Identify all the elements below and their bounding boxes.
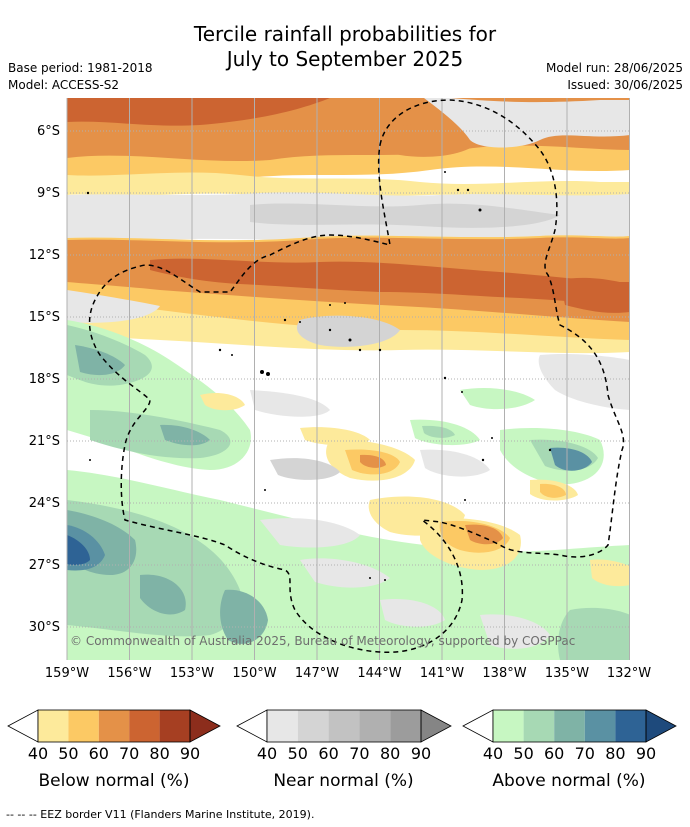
lon-label: 135°W <box>544 666 590 681</box>
probability-field <box>67 98 630 660</box>
colorbar-tick-label: 90 <box>635 744 657 763</box>
colorbar-segment <box>328 710 360 742</box>
model-name: Model: ACCESS-S2 <box>8 78 120 92</box>
colorbar-outline <box>37 709 191 743</box>
colorbar-under-arrow <box>7 709 39 743</box>
colorbar-over-arrow <box>645 709 677 743</box>
colorbar-tick-label: 40 <box>482 744 504 763</box>
colorbar-segment <box>584 710 616 742</box>
colorbar-tick-label: 80 <box>380 744 401 763</box>
lat-label: 18°S <box>28 372 60 387</box>
colorbar-over-arrow <box>420 709 452 743</box>
lon-label: 156°W <box>107 666 152 681</box>
lat-label: 24°S <box>28 496 60 511</box>
colorbar-tick-label: 80 <box>605 744 626 763</box>
legend-title-above: Above normal (%) <box>492 771 646 791</box>
lon-label: 159°W <box>44 666 90 681</box>
eez-border <box>88 99 625 654</box>
colorbar-tick-label: 90 <box>179 744 201 763</box>
meta-left: Base period: 1981-2018 Model: ACCESS-S2 <box>8 60 153 94</box>
colorbar-tick-label: 70 <box>574 744 595 763</box>
lat-label: 15°S <box>28 310 60 325</box>
colorbar-outline <box>492 709 647 743</box>
colorbar-segment <box>159 710 190 742</box>
colorbar-below <box>7 709 221 743</box>
colorbar-tick-label: 40 <box>27 744 49 763</box>
colorbar-segment <box>68 710 99 742</box>
colorbar-tick-label: 40 <box>256 744 278 763</box>
colorbar-near <box>236 709 452 743</box>
islands <box>86 171 552 581</box>
colorbar-tick-label: 50 <box>513 744 534 763</box>
lat-label: 6°S <box>36 124 60 139</box>
colorbar-over-arrow <box>189 709 221 743</box>
colorbar-tick-label: 60 <box>88 744 109 763</box>
colorbar-segment <box>523 710 555 742</box>
lon-label: 150°W <box>232 666 277 681</box>
colorbar-segment <box>297 710 329 742</box>
legend-title-near: Near normal (%) <box>273 771 414 791</box>
colorbar-tick-label: 80 <box>149 744 170 763</box>
colorbar-segment <box>390 710 421 742</box>
eez-footnote: -- -- -- EEZ border V11 (Flanders Marine… <box>6 808 315 821</box>
lat-label: 9°S <box>36 186 60 201</box>
colorbar-above <box>462 709 677 743</box>
colorbar-segment <box>493 710 524 742</box>
colorbar-segment <box>129 710 160 742</box>
lon-label: 147°W <box>294 666 340 681</box>
colorbar-tick-label: 60 <box>318 744 339 763</box>
legend-title-below: Below normal (%) <box>38 771 190 791</box>
colorbar-tick-label: 50 <box>58 744 79 763</box>
lat-label: 30°S <box>28 620 60 635</box>
lon-label: 132°W <box>606 666 652 681</box>
title-line2: July to September 2025 <box>226 47 464 71</box>
colorbar-segment <box>359 710 391 742</box>
colorbar-segment <box>267 710 298 742</box>
lon-label: 144°W <box>357 666 402 681</box>
lon-label: 141°W <box>419 666 465 681</box>
legend-colorbars <box>7 709 677 743</box>
colorbar-tick-label: 70 <box>119 744 140 763</box>
colorbar-tick-label: 60 <box>544 744 565 763</box>
meta-right: Model run: 28/06/2025 Issued: 30/06/2025 <box>546 60 683 94</box>
lon-label: 138°W <box>482 666 527 681</box>
title-line1: Tercile rainfall probabilities for <box>193 22 497 46</box>
lat-label: 21°S <box>28 434 60 449</box>
colorbar-under-arrow <box>236 709 268 743</box>
base-period: Base period: 1981-2018 <box>8 61 153 75</box>
issued-date: Issued: 30/06/2025 <box>567 78 683 92</box>
colorbar-segment <box>554 710 585 742</box>
lat-label: 12°S <box>28 248 60 263</box>
colorbar-outline <box>266 709 422 743</box>
colorbar-tick-label: 50 <box>287 744 308 763</box>
map-title: Tercile rainfall probabilities for July … <box>0 22 690 72</box>
colorbar-tick-label: 90 <box>410 744 432 763</box>
colorbar-tick-label: 70 <box>349 744 370 763</box>
model-run: Model run: 28/06/2025 <box>545 61 683 75</box>
colorbar-segment <box>98 710 130 742</box>
graticule <box>66 98 630 660</box>
colorbar-under-arrow <box>462 709 494 743</box>
colorbar-segment <box>38 710 69 742</box>
lon-label: 153°W <box>169 666 215 681</box>
colorbar-segment <box>615 710 646 742</box>
copyright-notice: © Commonwealth of Australia 2025, Bureau… <box>70 634 576 648</box>
lat-label: 27°S <box>28 558 60 573</box>
